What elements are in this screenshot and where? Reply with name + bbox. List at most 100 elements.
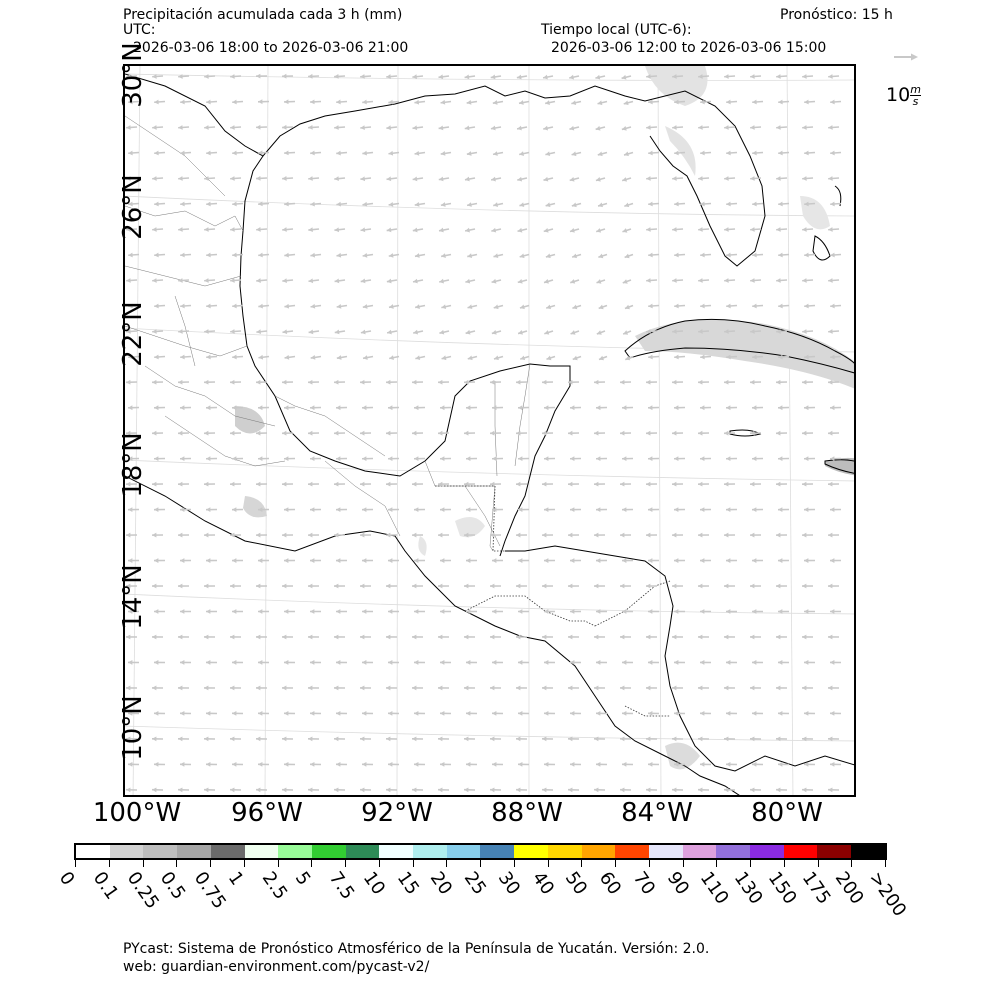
- wind-arrow-head: [778, 558, 783, 563]
- wind-arrow-head: [778, 761, 783, 767]
- wind-arrow-head: [284, 711, 289, 716]
- wind-arrow-head: [440, 761, 445, 767]
- coastlines: [125, 73, 854, 795]
- wind-arrow-head: [752, 303, 757, 309]
- wind-arrow-head: [178, 736, 183, 742]
- wind-arrow-head: [258, 201, 263, 207]
- wind-arrow-head: [830, 99, 835, 105]
- wind-arrow-head: [180, 252, 185, 258]
- colorbar-label: 30: [493, 868, 524, 899]
- wind-arrow-head: [597, 151, 603, 157]
- wind-arrow-head: [152, 634, 157, 640]
- wind-arrow-head: [180, 303, 185, 309]
- wind-arrow-head: [206, 660, 211, 665]
- wind-arrow-head: [672, 227, 677, 232]
- wind-arrow-head: [802, 329, 807, 334]
- wind-arrow-head: [466, 456, 471, 462]
- wind-arrow-head: [258, 761, 263, 767]
- wind-arrow-head: [648, 609, 653, 614]
- wind-arrow-head: [412, 685, 417, 691]
- wind-arrow-head: [700, 303, 705, 309]
- wind-arrow-head: [362, 150, 367, 156]
- wind-arrow-head: [336, 660, 341, 665]
- wind-arrow-head: [128, 252, 133, 258]
- wind-arrow-head: [724, 787, 729, 793]
- lon-label: 84°W: [621, 798, 693, 828]
- colorbar-tick: [480, 860, 481, 867]
- wind-arrow-head: [724, 430, 729, 436]
- wind-arrow-head: [308, 73, 313, 79]
- wind-arrow-head: [570, 456, 575, 462]
- wind-arrow-head: [570, 330, 576, 335]
- wind-arrow-head: [256, 736, 261, 742]
- wind-arrow-head: [204, 736, 209, 742]
- wind-arrow-head: [492, 761, 497, 767]
- wind-arrow-head: [284, 99, 289, 105]
- wind-arrow-head: [750, 329, 755, 334]
- wind-arrow-head: [284, 252, 289, 258]
- wind-arrow-head: [386, 278, 392, 284]
- wind-arrow-head: [571, 100, 577, 106]
- wind-arrow-head: [334, 736, 339, 742]
- wind-arrow-head: [542, 583, 547, 589]
- wind-arrow-head: [623, 100, 629, 106]
- wind-arrow-head: [598, 202, 603, 208]
- wind-arrow-head: [724, 227, 729, 232]
- wind-arrow-head: [386, 532, 391, 538]
- wind-arrow-head: [308, 736, 313, 742]
- wind-arrow-head: [412, 481, 417, 487]
- wind-arrow-head: [596, 330, 602, 335]
- wind-arrow-head: [310, 711, 315, 716]
- wind-arrow-head: [724, 685, 729, 691]
- wind-arrow-head: [388, 304, 394, 309]
- wind-arrow-head: [546, 304, 552, 310]
- wind-arrow-head: [414, 558, 419, 563]
- wind-arrow-head: [724, 176, 729, 181]
- wind-arrow-head: [230, 430, 235, 436]
- wind-arrow-head: [334, 583, 339, 589]
- colorbar-label: 20: [426, 868, 457, 899]
- wind-arrow-head: [778, 201, 783, 207]
- wind-arrow-head: [362, 201, 368, 207]
- wind-arrow-head: [700, 456, 705, 462]
- wind-arrow-head: [362, 252, 368, 258]
- wind-arrow-head: [439, 278, 444, 284]
- wind-arrow-head: [726, 99, 731, 105]
- wind-arrow-head: [308, 787, 313, 793]
- wind-arrow-head: [517, 125, 522, 131]
- wind-arrow-head: [752, 150, 757, 156]
- wind-arrow-head: [519, 202, 525, 208]
- wind-arrow-head: [596, 279, 602, 284]
- wind-arrow-head: [334, 379, 339, 385]
- wind-arrow-head: [598, 304, 604, 310]
- wind-arrow-head: [698, 278, 703, 283]
- wind-arrow-head: [622, 456, 627, 462]
- wind-arrow-head: [230, 125, 235, 130]
- wind-arrow-head: [674, 761, 679, 767]
- wind-arrow-head: [700, 507, 705, 512]
- wind-arrow-head: [206, 609, 211, 614]
- wind-arrow-head: [490, 125, 496, 131]
- wind-arrow-head: [154, 303, 159, 309]
- wind-arrow-head: [542, 685, 547, 691]
- wind-arrow-head: [724, 481, 729, 487]
- wind-arrow-head: [310, 201, 315, 207]
- wind-arrow-head: [726, 660, 731, 665]
- wind-arrow-head: [648, 660, 653, 665]
- wind-arrow-head: [545, 151, 551, 157]
- wind-arrow-head: [648, 252, 653, 258]
- wind-arrow-head: [152, 74, 157, 79]
- wind-arrow-head: [388, 201, 394, 207]
- wind-arrow-head: [152, 227, 157, 232]
- wind-arrow-head: [256, 787, 261, 793]
- colorbar-swatch: [480, 845, 515, 858]
- wind-arrow-head: [178, 176, 183, 181]
- wind-arrow-head: [204, 176, 209, 181]
- wind-arrow-head: [598, 253, 604, 259]
- wind-arrow-head: [778, 609, 783, 614]
- wind-arrow-head: [596, 507, 601, 512]
- wind-arrow-head: [412, 583, 417, 589]
- wind-arrow-head: [830, 456, 835, 462]
- wind-arrow-head: [284, 456, 289, 462]
- wind-arrow-head: [256, 430, 261, 436]
